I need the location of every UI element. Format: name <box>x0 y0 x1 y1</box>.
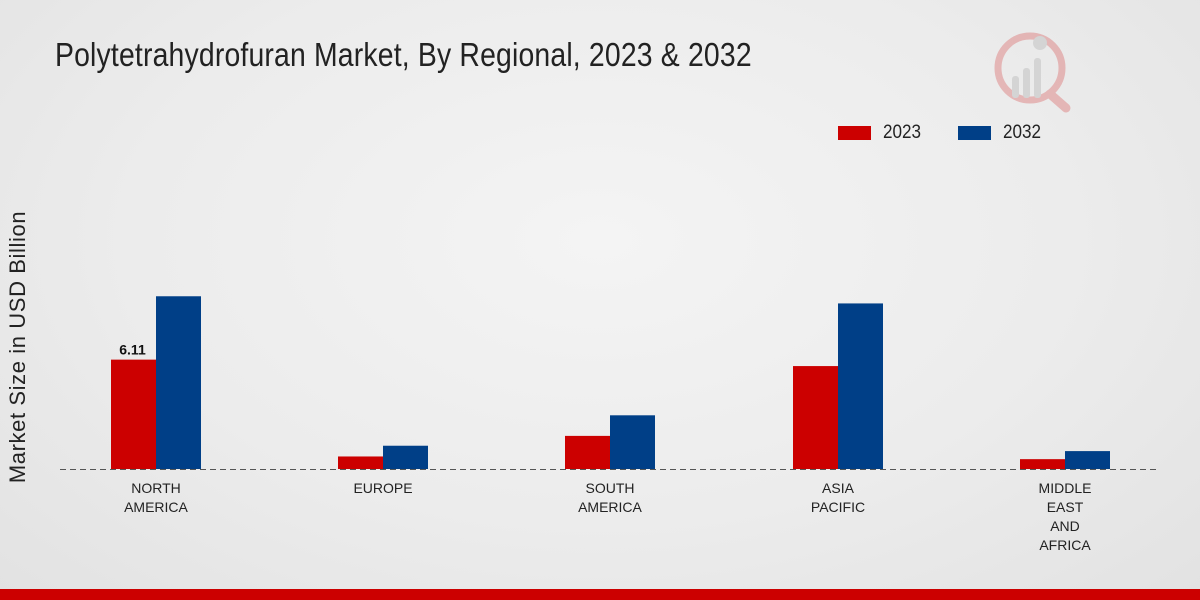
bar-2023-north-america <box>111 359 156 469</box>
legend-swatch-2023 <box>838 126 871 140</box>
legend-label-2032: 2032 <box>1003 122 1042 143</box>
bar-2023-europe <box>338 456 383 469</box>
x-tick-label-middle-east-and-africa: MIDDLE EAST AND AFRICA <box>1039 480 1092 553</box>
bar-2032-north-america <box>156 296 201 469</box>
bar-2023-middle-east-and-africa <box>1020 459 1065 469</box>
chart-title: Polytetrahydrofuran Market, By Regional,… <box>55 36 752 73</box>
x-tick-label-europe: EUROPE <box>353 480 412 496</box>
bar-2023-asia-pacific <box>793 366 838 469</box>
data-label-2023-0: 6.11 <box>119 342 146 358</box>
x-tick-label-north-america: NORTH AMERICA <box>124 480 188 515</box>
footer-accent-bar <box>0 589 1200 600</box>
bar-2032-europe <box>383 445 428 469</box>
bar-2032-asia-pacific <box>838 303 883 469</box>
brand-logo-icon <box>994 32 1071 113</box>
x-tick-label-south-america: SOUTH AMERICA <box>578 480 642 515</box>
legend-swatch-2032 <box>958 126 991 140</box>
x-tick-label-asia-pacific: ASIA PACIFIC <box>811 480 865 515</box>
bar-2032-middle-east-and-africa <box>1065 451 1110 469</box>
bar-2023-south-america <box>565 435 610 469</box>
bar-2032-south-america <box>610 415 655 469</box>
legend-label-2023: 2023 <box>883 122 922 143</box>
